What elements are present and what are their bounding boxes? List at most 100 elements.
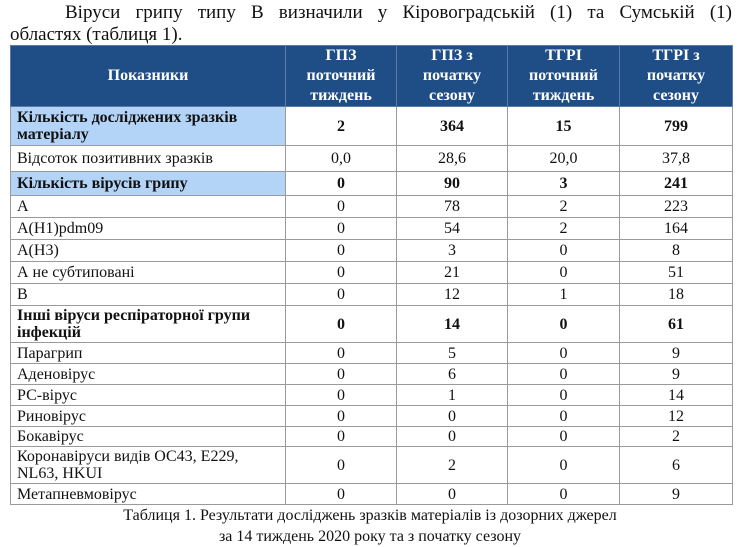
cell-value: 9 — [619, 342, 733, 364]
table-row: Коронавіруси видів ОС43, Е229, NL63, HKU… — [10, 446, 733, 484]
row-label: РС-вірус — [10, 384, 286, 406]
cell-value: 2 — [507, 217, 620, 240]
cell-value: 0 — [507, 446, 620, 484]
row-label: Відсоток позитивних зразків — [10, 145, 286, 172]
cell-value: 3 — [507, 171, 620, 196]
table-row: А(Н1)pdm09 0 54 2 164 — [10, 217, 733, 240]
cell-value: 0,0 — [285, 145, 397, 172]
cell-value: 1 — [507, 283, 620, 306]
cell-value: 9 — [619, 363, 733, 385]
intro-line-2: областях (таблиця 1). — [10, 24, 183, 45]
cell-value: 223 — [619, 195, 733, 218]
cell-value: 0 — [285, 195, 397, 218]
table-row: Кількість досліджених зразків матеріалу 2… — [10, 106, 733, 146]
header-col-1: ГПЗ поточний тиждень — [285, 45, 397, 107]
cell-value: 0 — [285, 405, 397, 427]
table-row: Метапневмовірус 0 0 0 9 — [10, 483, 733, 505]
cell-value: 54 — [396, 217, 508, 240]
cell-value: 8 — [619, 239, 733, 262]
cell-value: 14 — [619, 384, 733, 406]
cell-value: 2 — [396, 446, 508, 484]
table-row: Парагрип 0 5 0 9 — [10, 342, 733, 364]
cell-value: 14 — [396, 305, 508, 343]
cell-value: 20,0 — [507, 145, 620, 172]
row-label: Коронавіруси видів ОС43, Е229, NL63, HKU… — [10, 446, 286, 484]
cell-value: 37,8 — [619, 145, 733, 172]
cell-value: 0 — [396, 483, 508, 505]
table-row: Інші віруси респіраторної групи інфекцій… — [10, 305, 733, 343]
row-label: В — [10, 283, 286, 306]
cell-value: 0 — [396, 405, 508, 427]
cell-value: 18 — [619, 283, 733, 306]
cell-value: 15 — [507, 106, 620, 146]
cell-value: 799 — [619, 106, 733, 146]
cell-value: 164 — [619, 217, 733, 240]
row-label: А не субтиповані — [10, 261, 286, 284]
cell-value: 0 — [507, 305, 620, 343]
header-indicators: Показники — [10, 45, 286, 107]
cell-value: 5 — [396, 342, 508, 364]
cell-value: 0 — [285, 239, 397, 262]
cell-value: 0 — [285, 171, 397, 196]
cell-value: 0 — [285, 483, 397, 505]
table-row: Відсоток позитивних зразків 0,0 28,6 20,0 37… — [10, 145, 733, 172]
table-row: А не субтиповані 0 21 0 51 — [10, 261, 733, 284]
cell-value: 90 — [396, 171, 508, 196]
cell-value: 0 — [507, 384, 620, 406]
cell-value: 28,6 — [396, 145, 508, 172]
cell-value: 241 — [619, 171, 733, 196]
cell-value: 3 — [396, 239, 508, 262]
cell-value: 78 — [396, 195, 508, 218]
row-label: А(Н3) — [10, 239, 286, 262]
cell-value: 0 — [285, 363, 397, 385]
cell-value: 0 — [507, 342, 620, 364]
cell-value: 0 — [507, 483, 620, 505]
cell-value: 51 — [619, 261, 733, 284]
cell-value: 9 — [619, 483, 733, 505]
table-caption: Таблиця 1. Результати досліджень зразків… — [0, 505, 740, 547]
table-row: Риновірус 0 0 0 12 — [10, 405, 733, 427]
cell-value: 0 — [285, 342, 397, 364]
cell-value: 0 — [507, 426, 620, 447]
cell-value: 6 — [396, 363, 508, 385]
table-row: Кількість вірусів грипу 0 90 3 241 — [10, 171, 733, 196]
cell-value: 0 — [507, 239, 620, 262]
header-col-4: ТГРІ з початку сезону — [619, 45, 733, 107]
row-label: А(Н1)pdm09 — [10, 217, 286, 240]
cell-value: 0 — [285, 426, 397, 447]
cell-value: 0 — [285, 283, 397, 306]
cell-value: 0 — [285, 384, 397, 406]
table-row: А(Н3) 0 3 0 8 — [10, 239, 733, 262]
cell-value: 364 — [396, 106, 508, 146]
cell-value: 12 — [396, 283, 508, 306]
row-label: А — [10, 195, 286, 218]
row-label: Метапневмовірус — [10, 483, 286, 505]
cell-value: 0 — [396, 426, 508, 447]
row-label: Бокавірус — [10, 426, 286, 447]
cell-value: 0 — [285, 217, 397, 240]
cell-value: 1 — [396, 384, 508, 406]
row-label: Аденовірус — [10, 363, 286, 385]
cell-value: 61 — [619, 305, 733, 343]
table-row: РС-вірус 0 1 0 14 — [10, 384, 733, 406]
row-label: Інші віруси респіраторної групи інфекцій — [10, 305, 286, 343]
table-row: В 0 12 1 18 — [10, 283, 733, 306]
cell-value: 2 — [285, 106, 397, 146]
cell-value: 0 — [285, 446, 397, 484]
intro-paragraph: Віруси грипу типу В визначили у Кіровогр… — [10, 2, 732, 46]
cell-value: 2 — [507, 195, 620, 218]
cell-value: 6 — [619, 446, 733, 484]
header-col-3: ТГРІ поточний тиждень — [507, 45, 620, 107]
intro-line-1: Віруси грипу типу В визначили у Кіровогр… — [65, 2, 732, 23]
results-table: Показники ГПЗ поточний тиждень ГПЗ з почат… — [10, 45, 733, 505]
header-col-2: ГПЗ з початку сезону — [396, 45, 508, 107]
cell-value: 21 — [396, 261, 508, 284]
cell-value: 0 — [507, 261, 620, 284]
cell-value: 0 — [507, 405, 620, 427]
cell-value: 0 — [285, 261, 397, 284]
caption-line-2: за 14 тиждень 2020 року та з початку сез… — [218, 528, 522, 545]
caption-line-1: Таблиця 1. Результати досліджень зразків… — [123, 507, 617, 524]
row-label: Кількість досліджених зразків матеріалу — [10, 106, 286, 146]
cell-value: 12 — [619, 405, 733, 427]
table-row: А 0 78 2 223 — [10, 195, 733, 218]
